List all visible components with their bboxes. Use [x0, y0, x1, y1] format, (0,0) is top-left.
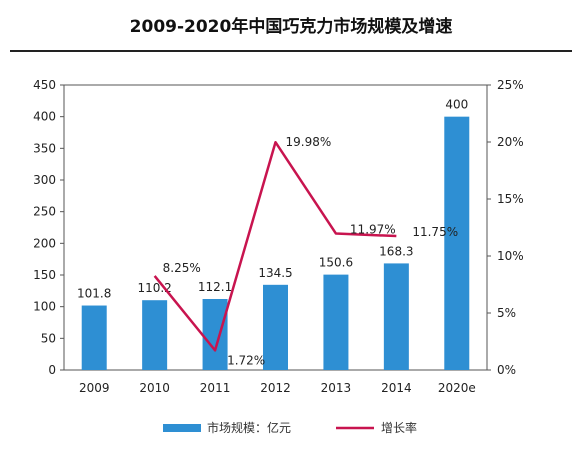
x-tick-label: 2011 — [200, 381, 231, 395]
x-axis: 2009 2010 2011 2012 2013 2014 2020e — [79, 381, 476, 395]
line-series: 8.25% 1.72% 19.98% 11.97% 11.75% — [153, 135, 458, 367]
x-tick-label: 2012 — [260, 381, 291, 395]
right-tick-label: 5% — [497, 306, 516, 320]
line-value-label: 8.25% — [163, 261, 201, 275]
line-value-label: 11.75% — [412, 225, 458, 239]
bar — [202, 299, 228, 370]
right-tick-label: 20% — [497, 135, 524, 149]
x-tick-label: 2010 — [139, 381, 170, 395]
left-tick-label: 100 — [33, 300, 56, 314]
left-tick-label: 50 — [41, 331, 56, 345]
left-tick-label: 450 — [33, 78, 56, 92]
bar — [263, 284, 288, 370]
bar — [444, 116, 470, 371]
right-tick-label: 25% — [497, 78, 524, 92]
bar — [81, 305, 107, 370]
x-tick-label: 2014 — [381, 381, 412, 395]
left-tick-label: 350 — [33, 141, 56, 155]
left-tick-label: 300 — [33, 173, 56, 187]
bar — [323, 274, 349, 370]
bar-series: 101.8 110.2 112.1 134.5 150.6 168.3 400 — [77, 98, 470, 371]
title-divider — [10, 50, 572, 52]
x-tick-label: 2009 — [79, 381, 110, 395]
bar-value-label: 168.3 — [379, 244, 413, 258]
chart-title: 2009-2020年中国巧克力市场规模及增速 — [129, 17, 453, 37]
bar-value-label: 134.5 — [258, 266, 292, 280]
right-tick-label: 0% — [497, 363, 516, 377]
legend-label-line: 增长率 — [381, 420, 417, 435]
right-tick-label: 10% — [497, 249, 524, 263]
bar — [383, 263, 409, 370]
left-tick-label: 250 — [33, 205, 56, 219]
bar-value-label: 112.1 — [198, 280, 232, 294]
left-tick-label: 0 — [48, 363, 56, 377]
line-value-label: 19.98% — [286, 135, 332, 149]
left-axis: 0 50 100 150 200 250 300 350 400 450 — [33, 78, 64, 377]
legend: 市场规模：亿元 增长率 — [163, 420, 417, 435]
bar-value-label: 150.6 — [319, 256, 353, 270]
right-tick-label: 15% — [497, 192, 524, 206]
left-tick-label: 200 — [33, 236, 56, 250]
line-value-label: 11.97% — [350, 223, 396, 237]
right-axis: 0% 5% 10% 15% 20% 25% — [487, 78, 524, 377]
bar — [142, 300, 168, 370]
legend-swatch-bar — [163, 424, 201, 432]
left-tick-label: 400 — [33, 110, 56, 124]
growth-line — [153, 140, 397, 352]
line-value-label: 1.72% — [227, 353, 265, 367]
x-tick-label: 2013 — [321, 381, 352, 395]
legend-label-bar: 市场规模：亿元 — [207, 420, 291, 435]
bar-value-label: 110.2 — [137, 281, 171, 295]
bar-value-label: 101.8 — [77, 287, 111, 301]
x-tick-label: 2020e — [438, 381, 476, 395]
left-tick-label: 150 — [33, 268, 56, 282]
bar-value-label: 400 — [445, 98, 468, 112]
